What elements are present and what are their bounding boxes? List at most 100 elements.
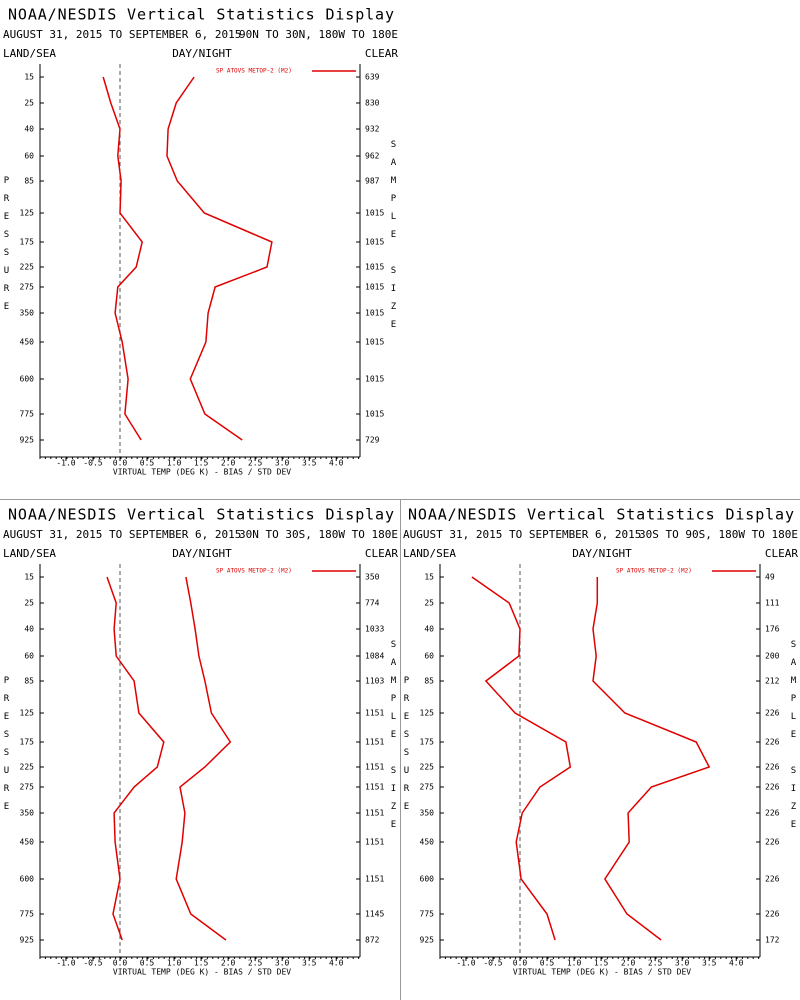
- y-tick-label: 350: [20, 809, 35, 818]
- panel-region: 90N TO 30N, 180W TO 180E: [239, 28, 398, 41]
- sample-size-label: 1151: [365, 709, 384, 718]
- sample-size-label: 1015: [365, 209, 384, 218]
- y-axis-label: PRESSURE: [402, 676, 412, 820]
- x-tick-label: 1.5: [194, 959, 209, 968]
- legend-label: SP ATOVS METOP-2 (M2): [216, 68, 292, 75]
- y-tick-label: 600: [420, 875, 435, 884]
- x-tick-label: 2.0: [621, 959, 636, 968]
- sample-size-label: 226: [765, 910, 780, 919]
- sample-size-label: 872: [365, 936, 380, 945]
- legend-label: SP ATOVS METOP-2 (M2): [616, 568, 692, 575]
- y-tick-label: 225: [20, 263, 35, 272]
- x-tick-label: -1.0: [56, 959, 75, 968]
- panel: NOAA/NESDIS Vertical Statistics Display A…: [402, 506, 799, 977]
- y-tick-label: 925: [20, 436, 35, 445]
- series-line: [592, 577, 711, 941]
- y-tick-label: 60: [424, 652, 434, 661]
- sample-size-label: 1151: [365, 809, 384, 818]
- panel-title: NOAA/NESDIS Vertical Statistics Display: [8, 6, 394, 24]
- sample-size-label: 1033: [365, 625, 384, 634]
- x-tick-label: 4.0: [329, 959, 344, 968]
- sample-size-label: 200: [765, 652, 780, 661]
- x-tick-label: 2.0: [221, 959, 236, 968]
- sample-size-label: 1151: [365, 875, 384, 884]
- x-tick-label: -1.0: [456, 959, 475, 968]
- sample-size-label: 1015: [365, 283, 384, 292]
- y-tick-label: 275: [20, 283, 35, 292]
- x-tick-label: 2.5: [248, 459, 263, 468]
- y-tick-label: 350: [420, 809, 435, 818]
- series-line: [102, 76, 144, 441]
- sample-size-label: 226: [765, 838, 780, 847]
- sample-size-label: 226: [765, 875, 780, 884]
- series-line: [106, 576, 165, 941]
- x-tick-label: -0.5: [83, 459, 102, 468]
- y-tick-label: 85: [424, 677, 434, 686]
- x-tick-label: 3.0: [275, 959, 290, 968]
- x-tick-label: 2.5: [648, 959, 663, 968]
- sample-size-label: 226: [765, 709, 780, 718]
- x-tick-label: -0.5: [483, 959, 502, 968]
- land-sea-label: LAND/SEA: [403, 547, 456, 560]
- y-tick-label: 15: [24, 573, 34, 582]
- y-tick-label: 450: [420, 838, 435, 847]
- panel-region: 30S TO 90S, 180W TO 180E: [639, 528, 798, 541]
- sample-size-label: 1084: [365, 652, 384, 661]
- land-sea-label: LAND/SEA: [3, 547, 56, 560]
- x-axis-label: VIRTUAL TEMP (DEG K) - BIAS / STD DEV: [513, 968, 691, 977]
- x-tick-label: 3.5: [302, 459, 317, 468]
- y-tick-label: 350: [20, 309, 35, 318]
- panel-subtitle: AUGUST 31, 2015 TO SEPTEMBER 6, 2015: [3, 528, 241, 541]
- sample-size-label: 1015: [365, 238, 384, 247]
- x-tick-label: 3.0: [275, 459, 290, 468]
- clear-label: CLEAR: [765, 547, 798, 560]
- panel: NOAA/NESDIS Vertical Statistics Display A…: [2, 506, 399, 977]
- sample-size-label: 350: [365, 573, 380, 582]
- x-tick-label: 0.5: [540, 959, 555, 968]
- y-tick-label: 175: [420, 738, 435, 747]
- y-tick-label: 125: [420, 709, 435, 718]
- x-tick-label: 0.0: [113, 959, 128, 968]
- sample-size-label: 1151: [365, 783, 384, 792]
- sample-size-label: 1151: [365, 738, 384, 747]
- series-line: [175, 576, 232, 941]
- sample-size-label: 932: [365, 125, 380, 134]
- y-tick-label: 450: [20, 338, 35, 347]
- x-axis-label: VIRTUAL TEMP (DEG K) - BIAS / STD DEV: [113, 968, 291, 977]
- sample-size-label: 1015: [365, 375, 384, 384]
- y2-axis-label: SAMPLE SIZE: [389, 640, 399, 838]
- y-tick-label: 85: [24, 177, 34, 186]
- x-tick-label: 3.5: [302, 959, 317, 968]
- x-tick-label: 1.0: [567, 959, 582, 968]
- sample-size-label: 212: [765, 677, 780, 686]
- y-tick-label: 125: [20, 709, 35, 718]
- sample-size-label: 774: [365, 599, 380, 608]
- y-axis-label: PRESSURE: [2, 176, 12, 320]
- sample-size-label: 172: [765, 936, 780, 945]
- clear-label: CLEAR: [365, 47, 398, 60]
- y-tick-label: 40: [24, 625, 34, 634]
- x-tick-label: 1.0: [167, 459, 182, 468]
- y-tick-label: 25: [424, 599, 434, 608]
- x-tick-label: 0.5: [140, 959, 155, 968]
- y-tick-label: 60: [24, 152, 34, 161]
- panel-title: NOAA/NESDIS Vertical Statistics Display: [408, 506, 794, 524]
- x-tick-label: 4.0: [329, 459, 344, 468]
- day-night-label: DAY/NIGHT: [572, 547, 632, 560]
- y-tick-label: 175: [20, 738, 35, 747]
- series-line: [166, 76, 273, 441]
- y-tick-label: 175: [20, 238, 35, 247]
- sample-size-label: 1151: [365, 838, 384, 847]
- y-tick-label: 25: [24, 99, 34, 108]
- sample-size-label: 226: [765, 763, 780, 772]
- sample-size-label: 1015: [365, 338, 384, 347]
- y-tick-label: 775: [420, 910, 435, 919]
- y-tick-label: 925: [420, 936, 435, 945]
- sample-size-label: 987: [365, 177, 380, 186]
- sample-size-label: 1145: [365, 910, 384, 919]
- sample-size-label: 1015: [365, 410, 384, 419]
- x-tick-label: 0.0: [113, 459, 128, 468]
- sample-size-label: 111: [765, 599, 780, 608]
- sample-size-label: 176: [765, 625, 780, 634]
- x-tick-label: 3.0: [675, 959, 690, 968]
